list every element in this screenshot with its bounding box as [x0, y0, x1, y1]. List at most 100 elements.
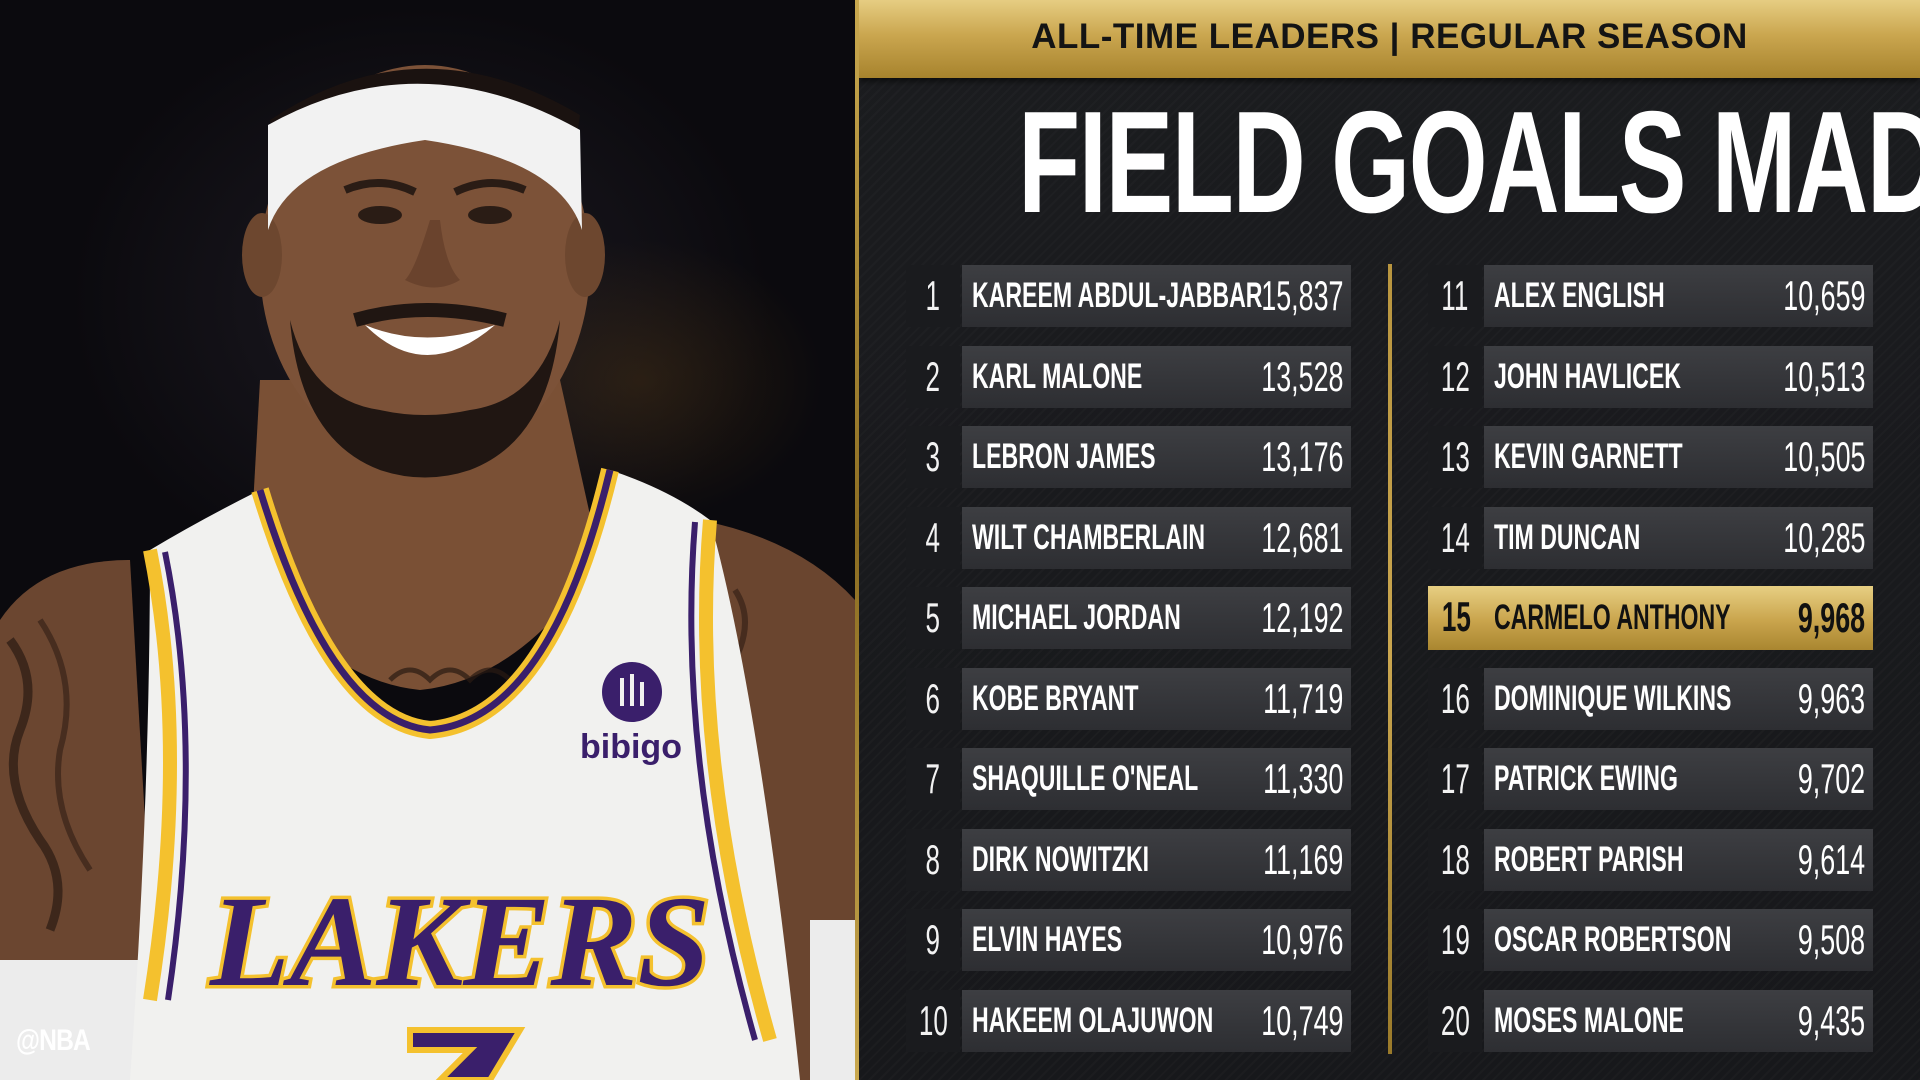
player-name: ELVIN HAYES — [972, 920, 1123, 959]
rank-cell: 20 — [1428, 989, 1482, 1052]
leader-row: 13 KEVIN GARNETT 10,505 — [1428, 426, 1873, 488]
row-bar — [1484, 426, 1873, 488]
rank-cell: 5 — [906, 587, 960, 649]
row-bar — [1484, 506, 1873, 569]
leader-row: 3 LEBRON JAMES 13,176 — [906, 426, 1351, 488]
panel-divider — [855, 0, 859, 1080]
row-bar — [962, 667, 1351, 730]
field-goals-value: 9,968 — [1797, 594, 1865, 641]
leader-row: 2 KARL MALONE 13,528 — [906, 345, 1351, 408]
field-goals-value: 13,528 — [1260, 352, 1343, 400]
player-name: KARL MALONE — [972, 356, 1143, 396]
row-bar — [962, 989, 1351, 1052]
rank-cell: 13 — [1428, 426, 1482, 488]
banner-title: ALL-TIME LEADERS | REGULAR SEASON — [1031, 17, 1748, 56]
leader-row: 14 TIM DUNCAN 10,285 — [1428, 506, 1873, 569]
row-bar — [1484, 345, 1873, 408]
rank-cell: 14 — [1428, 506, 1482, 569]
leader-row-highlighted: 15 CARMELO ANTHONY 9,968 — [1428, 586, 1873, 650]
row-bar-gold — [1482, 586, 1873, 650]
field-goals-value: 12,681 — [1260, 513, 1343, 561]
player-name: HAKEEM OLAJUWON — [972, 1000, 1214, 1040]
player-name: WILT CHAMBERLAIN — [972, 517, 1206, 557]
player-name: OSCAR ROBERTSON — [1494, 920, 1732, 959]
rank-cell: 4 — [906, 506, 960, 569]
row-bar — [1484, 265, 1873, 327]
player-name: KAREEM ABDUL-JABBAR — [972, 276, 1263, 315]
leader-row: 1 KAREEM ABDUL-JABBAR 15,837 — [906, 265, 1351, 327]
field-goals-value: 13,176 — [1260, 433, 1343, 480]
player-photo: bibigo LAKERS @NB — [0, 0, 855, 1080]
rank-cell: 7 — [906, 748, 960, 810]
player-name: DOMINIQUE WILKINS — [1494, 678, 1732, 718]
leader-row: 12 JOHN HAVLICEK 10,513 — [1428, 345, 1873, 408]
header-banner: ALL-TIME LEADERS | REGULAR SEASON — [859, 0, 1920, 78]
neck — [250, 380, 600, 690]
field-goals-value: 9,963 — [1797, 674, 1865, 722]
row-bar — [962, 506, 1351, 569]
row-bar — [1484, 828, 1873, 891]
left-arm — [0, 560, 160, 1080]
rank-cell: 2 — [906, 345, 960, 408]
player-name: CARMELO ANTHONY — [1494, 598, 1731, 637]
field-goals-value: 10,976 — [1260, 916, 1343, 963]
row-bar — [1484, 909, 1873, 971]
field-goals-value: 9,702 — [1797, 755, 1865, 802]
player-illustration: bibigo LAKERS — [0, 65, 855, 1080]
player-name: PATRICK EWING — [1494, 759, 1678, 798]
jersey-wordmark: LAKERS — [209, 870, 710, 1014]
rank-cell: 12 — [1428, 345, 1482, 408]
field-goals-value: 9,508 — [1797, 916, 1865, 963]
row-bar — [962, 426, 1351, 488]
leader-row: 19 OSCAR ROBERTSON 9,508 — [1428, 909, 1873, 971]
player-name: KEVIN GARNETT — [1494, 437, 1683, 476]
nba-watermark: @NBA — [16, 1024, 91, 1057]
beard — [290, 320, 560, 478]
rank-cell: 6 — [906, 667, 960, 730]
player-name: MICHAEL JORDAN — [972, 598, 1181, 637]
row-bar — [962, 748, 1351, 810]
rank-cell: 1 — [906, 265, 960, 327]
player-name: MOSES MALONE — [1494, 1000, 1684, 1040]
field-goals-value: 11,330 — [1262, 755, 1343, 802]
player-name: JOHN HAVLICEK — [1494, 356, 1681, 396]
player-name: TIM DUNCAN — [1494, 517, 1641, 557]
field-goals-value: 9,435 — [1797, 996, 1865, 1044]
player-name: LEBRON JAMES — [972, 437, 1156, 476]
rank-cell: 19 — [1428, 909, 1482, 971]
sponsor-wordmark: bibigo — [580, 728, 682, 766]
leader-row: 8 DIRK NOWITZKI 11,169 — [906, 828, 1351, 891]
row-bar — [962, 345, 1351, 408]
field-goals-value: 10,659 — [1782, 272, 1865, 319]
rank-cell: 11 — [1428, 265, 1482, 327]
player-name: SHAQUILLE O'NEAL — [972, 759, 1199, 798]
rank-cell: 10 — [906, 989, 960, 1052]
page-title: FIELD GOALS MADE — [1018, 81, 1920, 243]
field-goals-value: 10,749 — [1260, 996, 1343, 1044]
leader-row: 4 WILT CHAMBERLAIN 12,681 — [906, 506, 1351, 569]
leaderboard-panel: ALL-TIME LEADERS | REGULAR SEASON FIELD … — [859, 0, 1920, 1080]
field-goals-value: 10,513 — [1782, 352, 1865, 400]
jersey — [130, 470, 800, 1080]
field-goals-value: 10,505 — [1782, 433, 1865, 480]
player-name: ALEX ENGLISH — [1494, 276, 1665, 315]
field-goals-value: 9,614 — [1797, 835, 1865, 883]
leader-row: 10 HAKEEM OLAJUWON 10,749 — [906, 989, 1351, 1052]
row-bar — [1484, 667, 1873, 730]
rank-cell: 3 — [906, 426, 960, 488]
player-name: KOBE BRYANT — [972, 678, 1139, 718]
leader-row: 16 DOMINIQUE WILKINS 9,963 — [1428, 667, 1873, 730]
headband — [268, 83, 582, 230]
player-name: DIRK NOWITZKI — [972, 839, 1150, 879]
rank-cell: 17 — [1428, 748, 1482, 810]
row-bar — [962, 587, 1351, 649]
row-bar — [962, 909, 1351, 971]
row-bar — [962, 828, 1351, 891]
leader-row: 5 MICHAEL JORDAN 12,192 — [906, 587, 1351, 649]
rank-cell: 18 — [1428, 828, 1482, 891]
field-goals-value: 15,837 — [1260, 272, 1343, 319]
row-bar — [1484, 989, 1873, 1052]
leader-row: 20 MOSES MALONE 9,435 — [1428, 989, 1873, 1052]
rank-cell: 15 — [1428, 586, 1484, 650]
